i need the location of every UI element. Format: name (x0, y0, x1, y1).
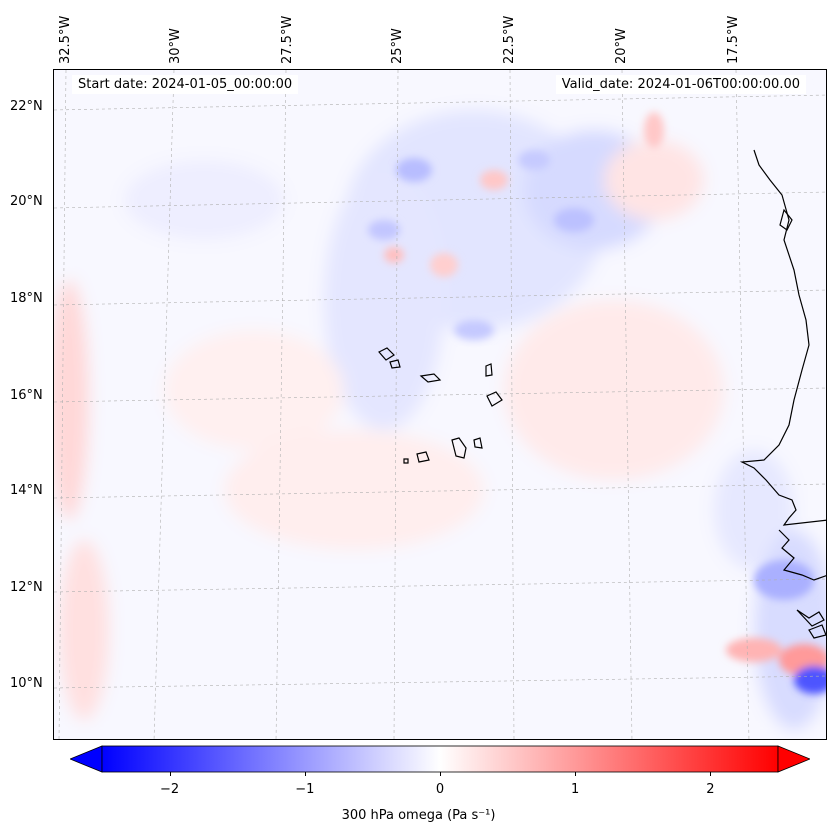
field-cells (368, 112, 826, 694)
lon-label: 25°W (390, 28, 405, 64)
omega-field (54, 70, 826, 739)
lat-label: 20°N (10, 194, 43, 209)
lat-label: 10°N (10, 676, 43, 691)
lon-label: 30°W (168, 28, 183, 64)
colorbar-tick-label: 1 (571, 782, 580, 797)
colorbar-gradient (101, 745, 779, 773)
colorbar-tick-label: 0 (435, 782, 445, 797)
lon-label: 22.5°W (502, 15, 517, 64)
graticule (54, 70, 826, 739)
field-patches (54, 70, 826, 739)
lat-label: 22°N (10, 99, 43, 114)
colorbar-tick-mark (440, 772, 441, 776)
lat-label: 12°N (10, 580, 43, 595)
colorbar-tick-mark (304, 772, 306, 776)
lat-label: 18°N (10, 291, 43, 306)
lat-label: 14°N (10, 483, 43, 498)
coastlines (378, 149, 826, 639)
colorbar-min-arrow (70, 745, 103, 773)
start-date-label: Start date: 2024-01-05_00:00:00 (72, 75, 299, 94)
colorbar-tick-mark (169, 772, 171, 776)
omega-map (53, 69, 827, 740)
colorbar-label: 300 hPa omega (Pa s⁻¹) (341, 808, 496, 823)
valid-date-label: Valid_date: 2024-01-06T00:00:00.00 (555, 75, 806, 94)
colorbar-tick-label: −2 (160, 782, 180, 797)
colorbar-tick-mark (710, 772, 712, 776)
lat-label: 16°N (10, 388, 43, 403)
colorbar (70, 745, 810, 773)
lon-label: 17.5°W (726, 15, 741, 64)
lon-label: 27.5°W (280, 15, 295, 64)
lon-label: 20°W (614, 28, 629, 64)
colorbar-tick-label: 2 (706, 782, 715, 797)
colorbar-max-arrow (777, 745, 810, 773)
lon-label: 32.5°W (58, 15, 73, 64)
colorbar-tick-mark (575, 772, 577, 776)
colorbar-tick-label: −1 (295, 782, 315, 797)
